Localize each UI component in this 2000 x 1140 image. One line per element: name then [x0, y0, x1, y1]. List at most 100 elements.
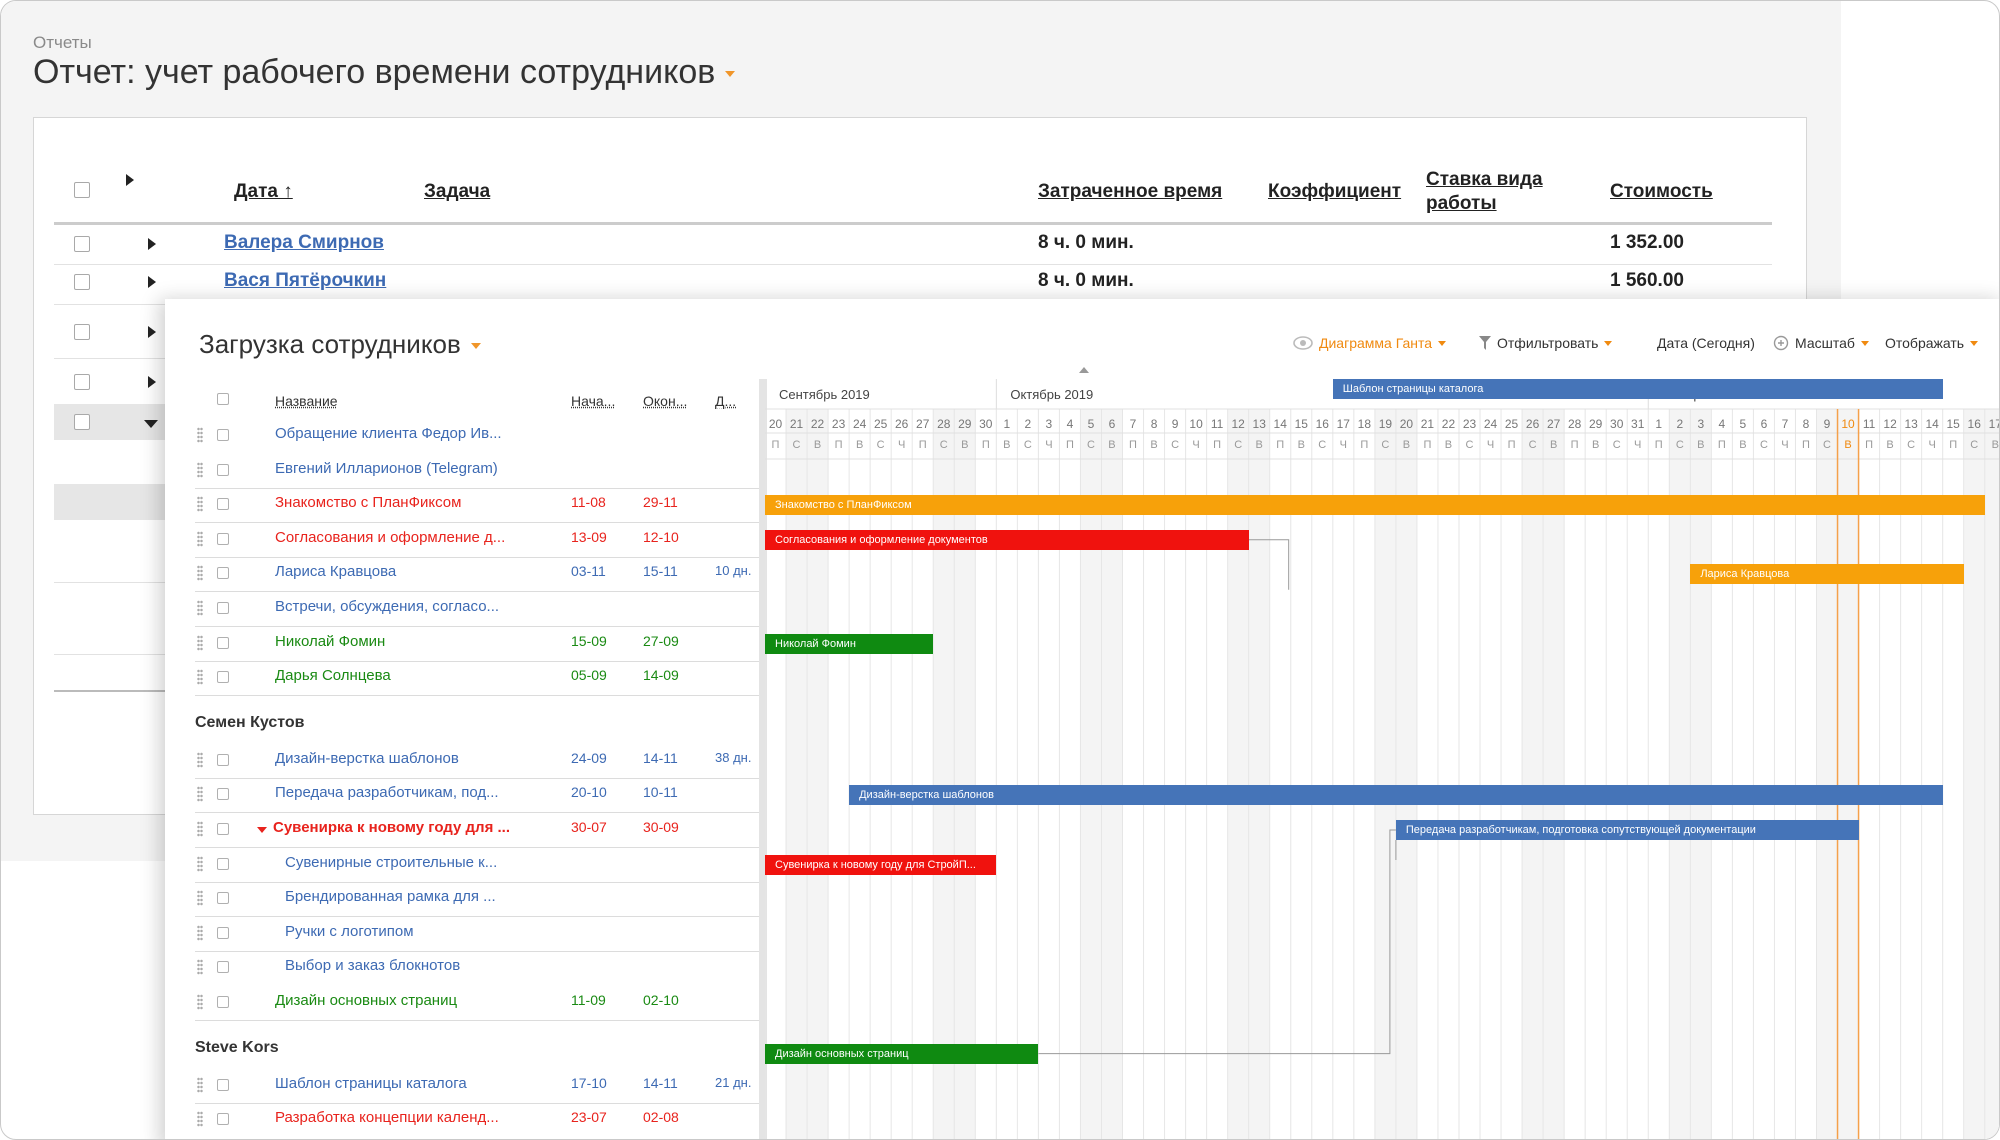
task-name[interactable]: Шаблон страницы каталога — [275, 1074, 467, 1092]
collapse-task-icon[interactable] — [257, 827, 267, 833]
task-checkbox[interactable] — [217, 996, 229, 1008]
task-checkbox[interactable] — [217, 602, 229, 614]
select-all-checkbox[interactable] — [217, 393, 229, 405]
task-row[interactable]: Шаблон страницы каталога 17-10 14-11 21 дн. — [195, 1069, 765, 1104]
task-name[interactable]: Согласования и оформление д... — [275, 528, 506, 546]
task-row[interactable]: Дизайн-верстка шаблонов 24-09 14-11 38 дн. — [195, 744, 765, 779]
collapse-toolbar-icon[interactable] — [1079, 367, 1089, 373]
task-checkbox[interactable] — [217, 532, 229, 545]
panel-splitter[interactable] — [759, 379, 767, 1139]
task-name[interactable]: Обращение клиента Федор Ив... — [275, 425, 502, 442]
task-checkbox[interactable] — [217, 892, 229, 905]
group-header[interactable]: Семен Кустов — [195, 713, 305, 731]
task-checkbox[interactable] — [217, 788, 229, 801]
group-header[interactable]: Steve Kors — [195, 1038, 279, 1056]
drag-handle-icon[interactable] — [197, 565, 203, 582]
task-row[interactable]: Выбор и заказ блокнотов — [195, 951, 765, 985]
drag-handle-icon[interactable] — [197, 890, 203, 907]
row-checkbox[interactable] — [74, 324, 90, 340]
task-row[interactable]: Обращение клиента Федор Ив... — [195, 419, 765, 453]
task-checkbox[interactable] — [217, 567, 229, 580]
task-name[interactable]: Знакомство с ПланФиксом — [275, 494, 462, 512]
chevron-down-icon[interactable] — [725, 71, 736, 78]
drag-handle-icon[interactable] — [197, 1111, 203, 1128]
task-row[interactable]: Встречи, обсуждения, согласо... — [195, 592, 765, 627]
view-selector[interactable]: Диаграмма Ганта — [1293, 335, 1447, 351]
drag-handle-icon[interactable] — [197, 924, 203, 941]
expand-all-icon[interactable] — [126, 174, 134, 186]
breadcrumb[interactable]: Отчеты — [33, 33, 92, 52]
column-duration[interactable]: Д... — [715, 393, 737, 409]
task-name[interactable]: Разработка концепции календ... — [275, 1109, 499, 1127]
task-checkbox[interactable] — [217, 753, 229, 766]
gantt-bar[interactable]: Лариса Кравцова — [1690, 564, 1964, 585]
collapse-row-icon[interactable] — [144, 420, 158, 428]
task-row[interactable]: Евгений Илларионов (Telegram) — [195, 454, 765, 489]
gantt-bar[interactable]: Знакомство с ПланФиксом — [765, 495, 1985, 516]
task-name[interactable]: Встречи, обсуждения, согласо... — [275, 598, 500, 615]
row-checkbox[interactable] — [74, 236, 90, 252]
chevron-down-icon[interactable] — [470, 343, 481, 350]
task-name[interactable]: Выбор и заказ блокнотов — [285, 957, 461, 975]
task-name[interactable]: Передача разработчикам, под... — [275, 784, 499, 802]
drag-handle-icon[interactable] — [197, 855, 203, 872]
column-name[interactable]: Название — [275, 393, 338, 409]
task-row[interactable]: Знакомство с ПланФиксом 11-08 29-11 — [195, 488, 765, 524]
column-cost[interactable]: Стоимость — [1610, 181, 1713, 202]
drag-handle-icon[interactable] — [197, 634, 203, 651]
task-row[interactable]: Николай Фомин 15-09 27-09 — [195, 627, 765, 662]
task-row[interactable]: Передача разработчикам, под... 20-10 10-11 — [195, 778, 765, 814]
column-time[interactable]: Затраченное время — [1038, 181, 1223, 202]
row-checkbox[interactable] — [74, 374, 90, 390]
column-coefficient[interactable]: Коэффициент — [1268, 181, 1402, 202]
employee-link[interactable]: Вася Пятёрочкин — [224, 270, 387, 291]
gantt-bar[interactable]: Сувенирка к новому году для СтройП... — [765, 854, 997, 875]
drag-handle-icon[interactable] — [197, 994, 203, 1010]
task-name[interactable]: Сувенирка к новому году для ... — [273, 819, 510, 836]
task-name[interactable]: Лариса Кравцова — [275, 563, 397, 581]
task-row[interactable]: Ручки с логотипом — [195, 917, 765, 952]
gantt-bar[interactable]: Дизайн-верстка шаблонов — [849, 785, 1943, 806]
drag-handle-icon[interactable] — [197, 496, 203, 513]
column-end[interactable]: Окон... — [643, 393, 688, 409]
task-checkbox[interactable] — [217, 926, 229, 939]
task-checkbox[interactable] — [217, 1113, 229, 1126]
task-name[interactable]: Дизайн основных страниц — [275, 992, 458, 1009]
drag-handle-icon[interactable] — [197, 530, 203, 547]
filter-button[interactable]: Отфильтровать — [1479, 335, 1613, 351]
gantt-bar[interactable]: Шаблон страницы каталога — [1332, 379, 1943, 399]
task-name[interactable]: Сувенирные строительные к... — [285, 853, 498, 871]
task-row[interactable]: Сувенирные строительные к... — [195, 848, 765, 883]
select-all-checkbox[interactable] — [74, 182, 90, 198]
task-row[interactable]: Брендированная рамка для ... — [195, 882, 765, 918]
task-row[interactable]: Дизайн основных страниц 11-09 02-10 — [195, 986, 765, 1021]
drag-handle-icon[interactable] — [197, 821, 203, 837]
task-checkbox[interactable] — [217, 498, 229, 511]
drag-handle-icon[interactable] — [197, 600, 203, 616]
task-checkbox[interactable] — [217, 857, 229, 870]
task-name[interactable]: Брендированная рамка для ... — [285, 888, 496, 906]
display-button[interactable]: Отображать — [1885, 335, 1979, 351]
column-task[interactable]: Задача — [424, 181, 491, 202]
task-checkbox[interactable] — [217, 429, 229, 441]
task-row[interactable]: Разработка концепции календ... 23-07 02-08 — [195, 1103, 765, 1137]
task-name[interactable]: Дарья Солнцева — [275, 667, 391, 685]
task-checkbox[interactable] — [217, 961, 229, 974]
gantt-bar[interactable]: Николай Фомин — [765, 633, 934, 654]
expand-row-icon[interactable] — [148, 276, 156, 288]
gantt-bar[interactable]: Дизайн основных страниц — [765, 1043, 1039, 1064]
task-checkbox[interactable] — [217, 636, 229, 649]
drag-handle-icon[interactable] — [197, 751, 203, 768]
task-name[interactable]: Дизайн-верстка шаблонов — [275, 749, 459, 767]
scale-button[interactable]: Масштаб — [1773, 335, 1869, 351]
row-checkbox[interactable] — [74, 414, 90, 430]
task-row[interactable]: Согласования и оформление д... 13-09 12-10 — [195, 523, 765, 558]
expand-row-icon[interactable] — [148, 326, 156, 338]
task-row[interactable]: Сувенирка к новому году для ... 30-07 30-0… — [195, 813, 765, 848]
task-name[interactable]: Евгений Илларионов (Telegram) — [275, 459, 498, 477]
drag-handle-icon[interactable] — [197, 1076, 203, 1093]
drag-handle-icon[interactable] — [197, 786, 203, 803]
drag-handle-icon[interactable] — [197, 669, 203, 686]
drag-handle-icon[interactable] — [197, 959, 203, 976]
task-checkbox[interactable] — [217, 1078, 229, 1091]
